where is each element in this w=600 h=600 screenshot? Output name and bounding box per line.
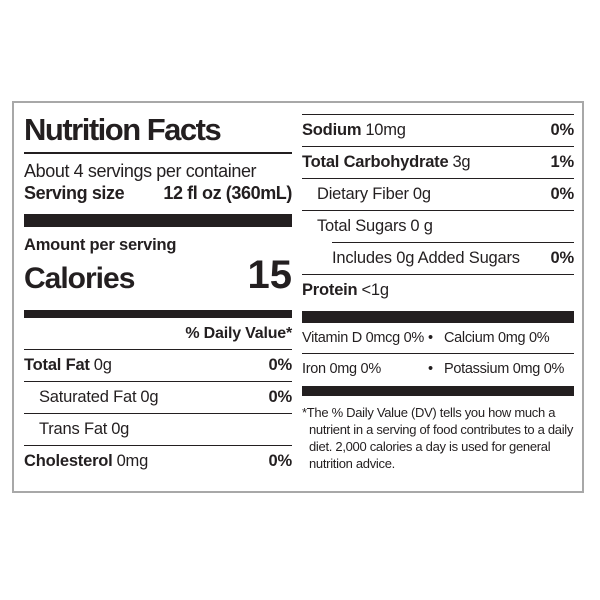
nutrient-dv: 0% [550,185,575,203]
row-cholesterol: Cholesterol 0mg 0% [24,445,292,477]
daily-value-footnote: *The % Daily Value (DV) tells you how mu… [302,405,574,471]
daily-value-header: % Daily Value* [185,325,292,342]
section-divider-bar [302,386,574,396]
label-left-column: Nutrition Facts About 4 servings per con… [24,111,292,477]
nutrient-dv: 0% [550,249,575,267]
bullet-separator: • [428,330,433,346]
nutrient-dv: 0% [268,388,293,406]
nutrient-amount: 0g [140,388,159,406]
row-saturated-fat: Saturated Fat 0g 0% [24,381,292,413]
added-sugars-rule [332,242,574,243]
nutrient-dv: 0% [550,121,575,139]
nutrient-amount: 10mg [365,121,406,139]
potassium-value: Potassium 0mg 0% [444,361,565,377]
micronutrient-row-2: Iron 0mg 0% • Potassium 0mg 0% [302,353,574,384]
row-trans-fat: Trans Fat 0g [24,413,292,445]
nutrient-amount: 0g [93,356,112,374]
nutrition-facts-label: Nutrition Facts About 4 servings per con… [12,101,584,493]
section-divider-bar [24,310,292,318]
row-total-sugars: Total Sugars 0 g [302,210,574,242]
bullet-separator: • [428,361,433,377]
nutrient-dv: 1% [550,153,575,171]
serving-size-row: Serving size 12 fl oz (360mL) [24,181,292,205]
nutrient-dv: 0% [268,356,293,374]
nutrient-name: Dietary Fiber [317,185,409,203]
nutrient-amount: 0mg [116,452,149,470]
servings-per-container: About 4 servings per container [24,161,257,181]
serving-size-label: Serving size [24,183,125,203]
serving-size-value: 12 fl oz (360mL) [163,183,292,203]
section-divider-bar [24,214,292,227]
label-right-column: Sodium 10mg 0% Total Carbohydrate 3g 1% Di… [302,114,574,472]
nutrient-amount: <1g [361,281,389,299]
calcium-value: Calcium 0mg 0% [444,330,550,346]
section-divider-bar [302,311,574,323]
nutrient-name: Includes 0g Added Sugars [332,249,520,267]
row-protein: Protein <1g [302,274,574,306]
nutrient-name: Total Fat [24,356,90,374]
nutrient-name: Saturated Fat [39,388,137,406]
calories-label: Calories [24,262,135,295]
row-total-fat: Total Fat 0g 0% [24,349,292,381]
amount-per-serving: Amount per serving [24,236,177,254]
nutrient-name: Trans Fat [39,420,108,438]
calories-value: 15 [247,253,293,297]
nutrient-amount: 0g [412,185,431,203]
vitamin-d-value: Vitamin D 0mcg 0% [302,330,424,346]
label-title: Nutrition Facts [24,112,222,147]
iron-value: Iron 0mg 0% [302,361,381,377]
row-added-sugars: Includes 0g Added Sugars 0% [302,243,574,274]
nutrient-name: Protein [302,281,358,299]
row-sodium: Sodium 10mg 0% [302,114,574,146]
nutrient-amount: 0 g [410,217,433,235]
nutrient-name: Cholesterol [24,452,113,470]
row-dietary-fiber: Dietary Fiber 0g 0% [302,178,574,210]
nutrient-amount: 0g [111,420,130,438]
micronutrient-row-1: Vitamin D 0mcg 0% • Calcium 0mg 0% [302,323,574,353]
nutrient-name: Total Carbohydrate [302,153,449,171]
nutrient-name: Total Sugars [317,217,407,235]
row-total-carbohydrate: Total Carbohydrate 3g 1% [302,146,574,178]
title-rule [24,152,292,154]
calories-row: Calories 15 [24,254,292,300]
nutrient-amount: 3g [452,153,471,171]
nutrient-name: Sodium [302,121,362,139]
nutrient-dv: 0% [268,452,293,470]
